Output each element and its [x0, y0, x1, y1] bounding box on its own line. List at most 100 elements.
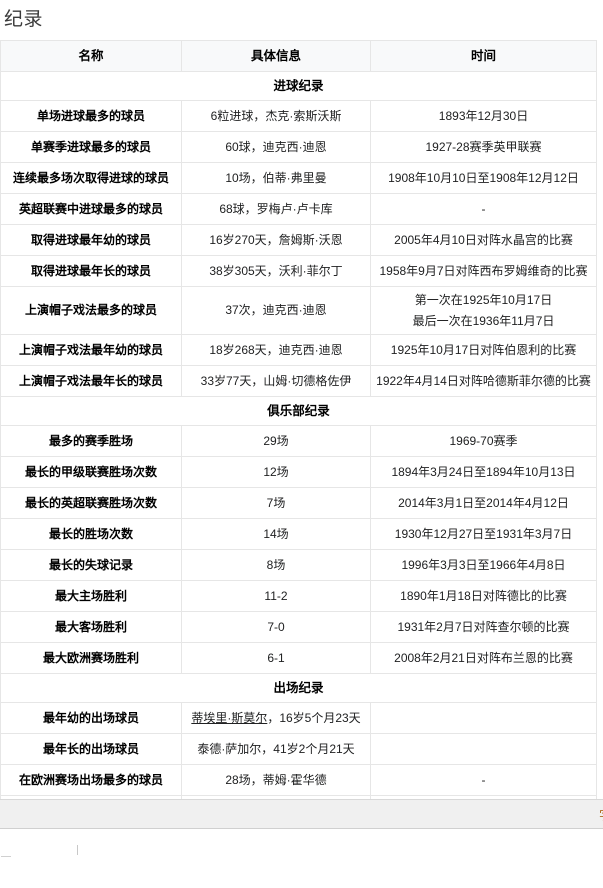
- record-info-cell: 60球，迪克西·迪恩: [181, 131, 371, 163]
- table-row: 上演帽子戏法最多的球员 37次，迪克西·迪恩 第一次在1925年10月17日 最后一次…: [0, 286, 597, 335]
- record-info-cell: 6-1: [181, 642, 371, 674]
- record-info-cell: 10场，伯蒂·弗里曼: [181, 162, 371, 194]
- table-head: 名称 具体信息 时间: [0, 40, 597, 72]
- record-time-cell: 2008年2月21日对阵布兰恩的比赛: [370, 642, 597, 674]
- record-time-cell: 1894年3月24日至1894年10月13日: [370, 456, 597, 488]
- record-time-cell: 第一次在1925年10月17日 最后一次在1936年11月7日: [370, 286, 597, 335]
- table-row: 英超联赛中进球最多的球员 68球，罗梅卢·卢卡库 -: [0, 193, 597, 225]
- table-row: 取得进球最年幼的球员 16岁270天，詹姆斯·沃恩 2005年4月10日对阵水晶宫的…: [0, 224, 597, 256]
- record-name-cell: 上演帽子戏法最多的球员: [0, 286, 182, 335]
- record-info-text: ，16岁5个月23天: [267, 710, 361, 725]
- section-header-row: 出场纪录: [0, 673, 597, 703]
- table-row: 最长的英超联赛胜场次数 7场 2014年3月1日至2014年4月12日: [0, 487, 597, 519]
- table-row: 最年长的出场球员 泰德·萨加尔，41岁2个月21天: [0, 733, 597, 765]
- column-header-time: 时间: [370, 40, 597, 72]
- render-artifact-caret: [77, 845, 78, 855]
- table-row: 最长的失球记录 8场 1996年3月3日至1966年4月8日: [0, 549, 597, 581]
- table-row: 最长的甲级联赛胜场次数 12场 1894年3月24日至1894年10月13日: [0, 456, 597, 488]
- record-time-cell: 1930年12月27日至1931年3月7日: [370, 518, 597, 550]
- player-link[interactable]: 蒂埃里·斯莫尔: [191, 710, 268, 725]
- record-info-cell: 11-2: [181, 580, 371, 612]
- record-time-cell: 1925年10月17日对阵伯恩利的比赛: [370, 334, 597, 366]
- table-row: 取得进球最年长的球员 38岁305天，沃利·菲尔丁 1958年9月7日对阵西布罗姆维…: [0, 255, 597, 287]
- record-time-cell: 1996年3月3日至1966年4月8日: [370, 549, 597, 581]
- record-name-cell: 取得进球最年幼的球员: [0, 224, 182, 256]
- record-time-line: 第一次在1925年10月17日: [414, 292, 553, 307]
- record-time-cell: 1927-28赛季英甲联赛: [370, 131, 597, 163]
- record-time-cell: -: [370, 193, 597, 225]
- table-row: 单赛季进球最多的球员 60球，迪克西·迪恩 1927-28赛季英甲联赛: [0, 131, 597, 163]
- record-time-cell: 1890年1月18日对阵德比的比赛: [370, 580, 597, 612]
- record-info-cell: 蒂埃里·斯莫尔，16岁5个月23天: [181, 702, 371, 734]
- record-name-cell: 取得进球最年长的球员: [0, 255, 182, 287]
- record-info-cell: 29场: [181, 425, 371, 457]
- record-time-cell: [370, 733, 597, 765]
- record-name-cell: 最大主场胜利: [0, 580, 182, 612]
- record-info-cell: 68球，罗梅卢·卢卡库: [181, 193, 371, 225]
- record-time-cell: 1958年9月7日对阵西布罗姆维奇的比赛: [370, 255, 597, 287]
- record-time-cell: 1931年2月7日对阵查尔顿的比赛: [370, 611, 597, 643]
- record-name-cell: 英超联赛中进球最多的球员: [0, 193, 182, 225]
- record-name-cell: 上演帽子戏法最年长的球员: [0, 365, 182, 397]
- record-info-cell: 38岁305天，沃利·菲尔丁: [181, 255, 371, 287]
- table-header-row: 名称 具体信息 时间: [0, 40, 597, 72]
- record-name-cell: 最长的英超联赛胜场次数: [0, 487, 182, 519]
- record-name-cell: 最大客场胜利: [0, 611, 182, 643]
- table-row: 最长的胜场次数 14场 1930年12月27日至1931年3月7日: [0, 518, 597, 550]
- record-time-cell: 2005年4月10日对阵水晶宫的比赛: [370, 224, 597, 256]
- record-name-cell: 单场进球最多的球员: [0, 100, 182, 132]
- render-artifact-dash: [1, 856, 11, 857]
- record-info-cell: 6粒进球，杰克·索斯沃斯: [181, 100, 371, 132]
- records-table-wrapper: 名称 具体信息 时间 进球纪录 单场进球最多的球员 6粒进球，杰克·索斯沃斯 1893…: [0, 40, 603, 827]
- record-name-cell: 在欧洲赛场出场最多的球员: [0, 764, 182, 796]
- record-info-cell: 12场: [181, 456, 371, 488]
- table-row: 单场进球最多的球员 6粒进球，杰克·索斯沃斯 1893年12月30日: [0, 100, 597, 132]
- record-name-cell: 最长的失球记录: [0, 549, 182, 581]
- record-time-cell: 1969-70赛季: [370, 425, 597, 457]
- record-info-cell: 7-0: [181, 611, 371, 643]
- record-info-cell: 8场: [181, 549, 371, 581]
- page-title: 纪录: [4, 9, 44, 30]
- record-name-cell: 最大欧洲赛场胜利: [0, 642, 182, 674]
- record-info-cell: 14场: [181, 518, 371, 550]
- record-info-cell: 7场: [181, 487, 371, 519]
- section-title: 俱乐部纪录: [0, 396, 597, 426]
- record-time-cell: 1908年10月10日至1908年12月12日: [370, 162, 597, 194]
- record-time-cell: 1893年12月30日: [370, 100, 597, 132]
- column-header-info: 具体信息: [181, 40, 371, 72]
- table-row: 最大主场胜利 11-2 1890年1月18日对阵德比的比赛: [0, 580, 597, 612]
- record-time-line: 最后一次在1936年11月7日: [412, 313, 555, 328]
- record-name-cell: 最长的胜场次数: [0, 518, 182, 550]
- record-name-cell: 最年幼的出场球员: [0, 702, 182, 734]
- table-row: 最多的赛季胜场 29场 1969-70赛季: [0, 425, 597, 457]
- bottom-status-bar: 字: [0, 799, 603, 829]
- record-name-cell: 上演帽子戏法最年幼的球员: [0, 334, 182, 366]
- table-row: 上演帽子戏法最年长的球员 33岁77天，山姆·切德格佐伊 1922年4月14日对阵哈…: [0, 365, 597, 397]
- record-info-cell: 16岁270天，詹姆斯·沃恩: [181, 224, 371, 256]
- record-info-cell: 37次，迪克西·迪恩: [181, 286, 371, 335]
- record-info-cell: 28场，蒂姆·霍华德: [181, 764, 371, 796]
- record-info-cell: 泰德·萨加尔，41岁2个月21天: [181, 733, 371, 765]
- table-row: 在欧洲赛场出场最多的球员 28场，蒂姆·霍华德 -: [0, 764, 597, 796]
- record-name-cell: 单赛季进球最多的球员: [0, 131, 182, 163]
- table-row: 最大欧洲赛场胜利 6-1 2008年2月21日对阵布兰恩的比赛: [0, 642, 597, 674]
- section-title: 出场纪录: [0, 673, 597, 703]
- table-row: 连续最多场次取得进球的球员 10场，伯蒂·弗里曼 1908年10月10日至1908年…: [0, 162, 597, 194]
- table-row: 上演帽子戏法最年幼的球员 18岁268天，迪克西·迪恩 1925年10月17日对阵伯…: [0, 334, 597, 366]
- records-table: 名称 具体信息 时间 进球纪录 单场进球最多的球员 6粒进球，杰克·索斯沃斯 1893…: [0, 40, 597, 827]
- column-header-name: 名称: [0, 40, 182, 72]
- record-time-cell: -: [370, 764, 597, 796]
- record-name-cell: 最年长的出场球员: [0, 733, 182, 765]
- section-header-row: 俱乐部纪录: [0, 396, 597, 426]
- record-name-cell: 最多的赛季胜场: [0, 425, 182, 457]
- record-time-cell: 1922年4月14日对阵哈德斯菲尔德的比赛: [370, 365, 597, 397]
- table-row: 最大客场胜利 7-0 1931年2月7日对阵查尔顿的比赛: [0, 611, 597, 643]
- record-name-cell: 最长的甲级联赛胜场次数: [0, 456, 182, 488]
- section-header-row: 进球纪录: [0, 71, 597, 101]
- section-title: 进球纪录: [0, 71, 597, 101]
- record-info-cell: 18岁268天，迪克西·迪恩: [181, 334, 371, 366]
- table-row: 最年幼的出场球员 蒂埃里·斯莫尔，16岁5个月23天: [0, 702, 597, 734]
- record-time-cell: [370, 702, 597, 734]
- table-body: 进球纪录 单场进球最多的球员 6粒进球，杰克·索斯沃斯 1893年12月30日 单赛季进…: [0, 71, 597, 827]
